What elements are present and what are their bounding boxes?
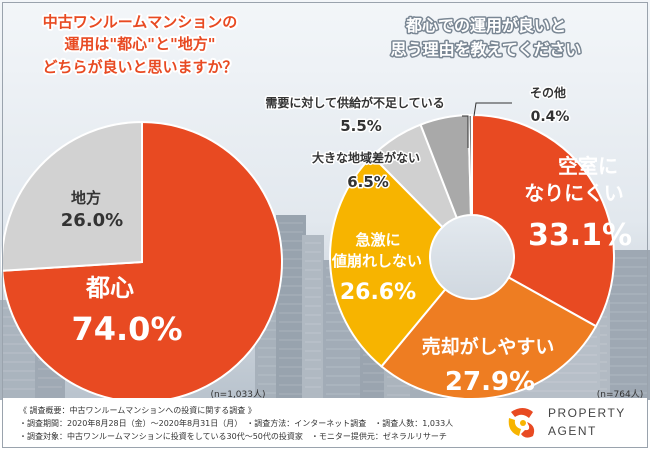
donut-label-easy-to-sell: 売却がしやすい — [422, 335, 555, 358]
donut-value-other: 0.4% — [531, 109, 570, 125]
logo-text-property: PROPERTY — [548, 406, 626, 420]
donut-label-no-sudden-drop-2: 値崩れしない — [331, 252, 422, 270]
skyline-building — [302, 235, 324, 400]
pie-title-line-3: どちらが良いと思いますか？ — [42, 58, 237, 76]
survey-overview-panel: 《 調査概要：中古ワンルームマンションへの投資に関する調査 》 ・調査期間：20… — [3, 398, 647, 447]
pie-slice-regional — [1, 120, 143, 272]
donut-value-supply-shortage: 5.5% — [340, 117, 382, 135]
pie-slice-label-urban: 都心 — [85, 274, 134, 302]
pie-slice-value-urban: 74.0% — [71, 310, 182, 348]
donut-slice-other — [467, 113, 473, 217]
leader-line-other — [473, 102, 512, 117]
logo-text-agent: AGENT — [548, 424, 597, 438]
donut-value-no-sudden-drop: 26.6% — [340, 280, 416, 305]
donut-title-line-2: 思う理由を教えてください — [391, 40, 582, 59]
donut-label-supply-shortage: 需要に対して供給が不足している — [265, 95, 444, 110]
donut-sample-size: (n=764人) — [597, 389, 643, 400]
donut-label-no-sudden-drop: 急激に — [355, 231, 400, 249]
donut-value-small-regional-gap: 6.5% — [347, 173, 389, 191]
donut-value-easy-to-sell: 27.9% — [445, 367, 535, 397]
donut-value-hard-to-vacate: 33.1% — [528, 218, 632, 253]
survey-period-method-count: ・調査期間：2020年8月28日（金）～2020年8月31日（月） ・調査方法：… — [19, 419, 454, 428]
pie-title-line-2: 運用は"都心"と"地方" — [64, 35, 215, 53]
pie-slice-label-regional: 地方 — [71, 189, 101, 207]
donut-slice-hard-to-vacate — [471, 113, 615, 328]
donut-slice-no-sudden-drop — [329, 154, 447, 368]
donut-label-hard-to-vacate-2: なりにくい — [524, 181, 624, 205]
pie-slice-value-regional: 26.0% — [61, 210, 123, 231]
property-agent-logo-icon — [508, 408, 535, 438]
donut-label-small-regional-gap: 大きな地域差がない — [312, 150, 420, 165]
pie-title-line-1: 中古ワンルームマンションの — [43, 13, 238, 31]
donut-label-other: その他 — [530, 85, 566, 100]
donut-slice-easy-to-sell — [380, 276, 598, 400]
donut-label-hard-to-vacate: 空室に — [558, 154, 618, 178]
donut-title-line-1: 都心での運用が良いと — [405, 16, 566, 35]
survey-overview-heading: 《 調査概要：中古ワンルームマンションへの投資に関する調査 》 — [19, 406, 256, 415]
leader-line-supply-shortage — [462, 115, 469, 148]
survey-target-provider: ・調査対象：中古ワンルームマンションに投資をしている30代～50代の投資家 ・モ… — [19, 432, 447, 441]
pie-sample-size: (n=1,033人) — [210, 389, 265, 400]
